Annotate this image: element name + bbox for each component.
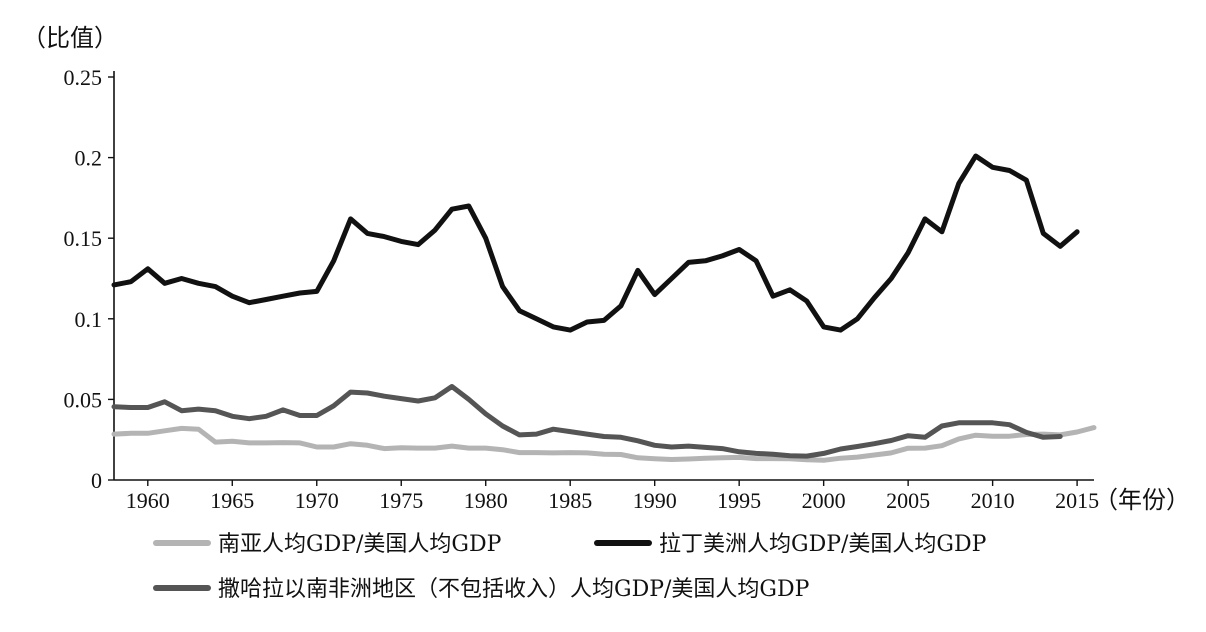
x-ticks: 1960 1965 1970 1975 1980 1985 1990 1995 2000 2005… bbox=[126, 480, 1099, 513]
y-axis-label: （比值） bbox=[22, 24, 118, 52]
series-line-1 bbox=[111, 425, 1097, 463]
legend-label-1: 南亚人均GDP/美国人均GDP bbox=[218, 532, 502, 557]
x-tick-label: 2015 bbox=[1055, 488, 1099, 513]
x-axis-label: （年份） bbox=[1094, 486, 1190, 514]
x-tick-label: 1965 bbox=[210, 488, 254, 513]
x-tick-label: 1985 bbox=[548, 488, 592, 513]
y-tick-label: 0.2 bbox=[75, 146, 103, 171]
legend: 南亚人均GDP/美国人均GDP 拉丁美洲人均GDP/美国人均GDP 撒哈拉以南非洲地… bbox=[153, 532, 987, 602]
legend-label-3: 撒哈拉以南非洲地区（不包括收入）人均GDP/美国人均GDP bbox=[218, 577, 810, 602]
y-tick-label: 0.1 bbox=[75, 307, 103, 332]
series-line-3 bbox=[111, 384, 1063, 459]
x-tick-label: 1980 bbox=[464, 488, 508, 513]
y-tick-label: 0.25 bbox=[64, 65, 103, 90]
y-tick-label: 0.05 bbox=[64, 387, 103, 412]
series-line-2 bbox=[111, 153, 1080, 333]
legend-label-2: 拉丁美洲人均GDP/美国人均GDP bbox=[659, 532, 987, 557]
x-tick-label: 1995 bbox=[717, 488, 761, 513]
x-tick-label: 1960 bbox=[126, 488, 170, 513]
x-tick-label: 1990 bbox=[633, 488, 677, 513]
x-tick-label: 2010 bbox=[971, 488, 1015, 513]
y-tick-label: 0.15 bbox=[64, 226, 103, 251]
x-tick-label: 1970 bbox=[295, 488, 339, 513]
y-tick-label: 0 bbox=[91, 468, 102, 493]
x-tick-label: 2005 bbox=[886, 488, 930, 513]
axes bbox=[113, 71, 1094, 481]
x-tick-label: 2000 bbox=[802, 488, 846, 513]
y-ticks: 0 0.05 0.1 0.15 0.2 0.25 bbox=[64, 65, 114, 493]
x-tick-label: 1975 bbox=[379, 488, 423, 513]
series-lines bbox=[111, 153, 1097, 463]
